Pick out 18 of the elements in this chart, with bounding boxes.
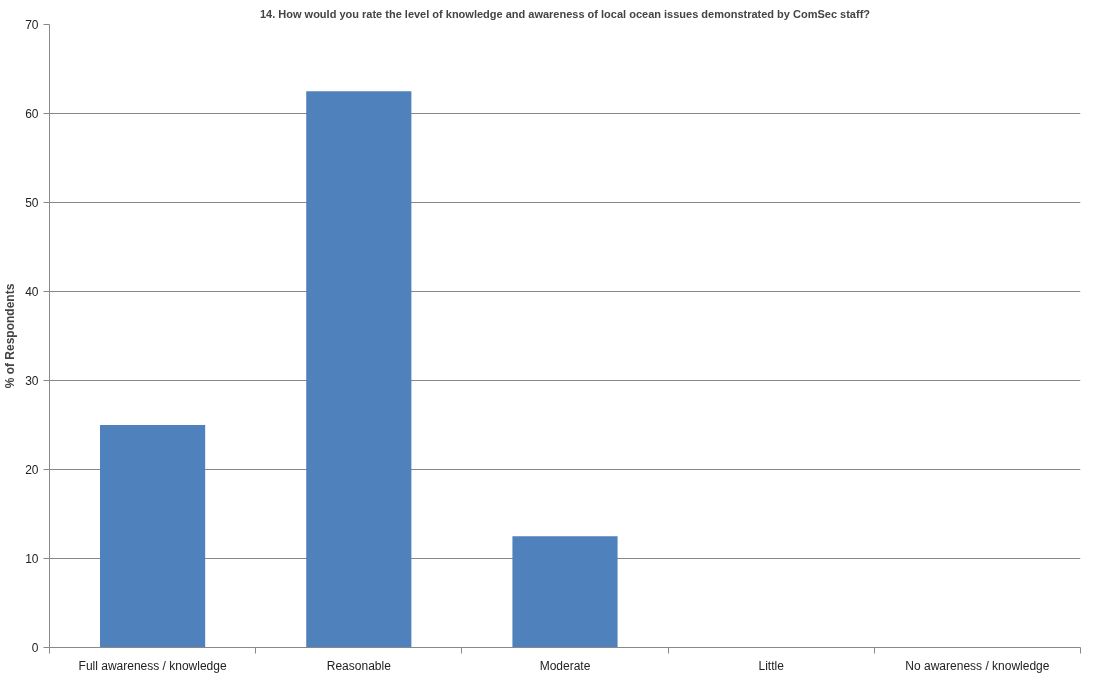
- y-tick-label: 40: [25, 285, 39, 299]
- bar: [306, 91, 412, 648]
- y-tick-label: 10: [25, 552, 39, 566]
- y-tick-label: 30: [25, 374, 39, 388]
- y-tick-label: 70: [25, 18, 39, 32]
- x-tick-label: Reasonable: [326, 658, 392, 673]
- y-tick-label: 50: [25, 196, 39, 210]
- y-tick-label: 0: [31, 641, 39, 655]
- x-tick-label: Full awareness / knowledge: [78, 658, 227, 673]
- y-axis-title: % of Respondents: [3, 283, 18, 389]
- x-tick-label: Moderate: [539, 658, 591, 673]
- y-tick-label: 60: [25, 107, 39, 121]
- y-tick-label: 20: [25, 463, 39, 477]
- x-tick-label: No awareness / knowledge: [905, 658, 1050, 673]
- bar: [512, 536, 618, 648]
- bar: [100, 425, 206, 648]
- x-tick-label: Little: [758, 658, 785, 673]
- chart-title: 14. How would you rate the level of knowledge and awareness of local ocean issues demonstrated by ComSec staff?: [259, 7, 871, 20]
